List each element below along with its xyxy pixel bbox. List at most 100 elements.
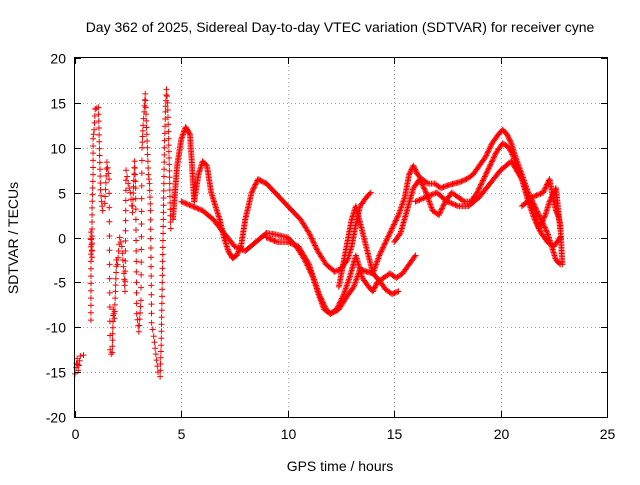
data-point xyxy=(87,258,94,265)
data-point xyxy=(343,282,350,289)
data-point xyxy=(366,190,373,197)
data-point xyxy=(389,225,396,232)
data-point xyxy=(342,285,349,292)
data-point xyxy=(102,186,109,193)
y-tick-label: -15 xyxy=(46,365,66,381)
data-point xyxy=(372,283,379,290)
data-point xyxy=(157,348,164,355)
data-point xyxy=(382,238,389,245)
data-point xyxy=(234,251,241,258)
data-point xyxy=(524,192,531,199)
data-point xyxy=(112,282,119,289)
data-point xyxy=(129,202,136,209)
data-point xyxy=(138,259,145,266)
data-point xyxy=(116,234,123,241)
data-point xyxy=(144,158,151,165)
data-point xyxy=(112,295,119,302)
data-point xyxy=(95,104,102,111)
data-point xyxy=(161,130,168,137)
data-point xyxy=(157,361,164,368)
data-point xyxy=(439,205,446,212)
data-point xyxy=(178,135,185,142)
data-point xyxy=(143,131,150,138)
data-point xyxy=(120,263,127,270)
data-point xyxy=(485,165,492,172)
data-point xyxy=(106,204,113,211)
data-point xyxy=(370,287,377,294)
data-point xyxy=(139,144,146,151)
data-point xyxy=(392,217,399,224)
data-point xyxy=(308,235,315,242)
data-point xyxy=(521,182,528,189)
data-point xyxy=(519,179,526,186)
data-point xyxy=(423,194,430,201)
data-point xyxy=(159,272,166,279)
data-point xyxy=(122,278,129,285)
data-point xyxy=(354,273,361,280)
data-point xyxy=(378,248,385,255)
data-point xyxy=(357,265,364,272)
data-point xyxy=(439,203,446,210)
data-point xyxy=(252,181,259,188)
data-point xyxy=(425,192,432,199)
data-point xyxy=(105,170,112,177)
data-point xyxy=(391,289,398,296)
data-point xyxy=(141,102,148,109)
y-tick-label: 10 xyxy=(50,141,66,157)
data-point xyxy=(112,288,119,295)
data-point xyxy=(385,233,392,240)
ticks-layer: 0 5 10 15 20 25 -20 -15 -10 -5 0 5 10 15 20 xyxy=(46,51,616,443)
data-point xyxy=(554,210,561,217)
data-point xyxy=(96,138,103,145)
data-point xyxy=(179,199,186,206)
data-point xyxy=(488,158,495,165)
data-point xyxy=(89,178,96,185)
data-point xyxy=(342,286,349,293)
data-point xyxy=(412,167,419,174)
data-point xyxy=(90,135,97,142)
data-point xyxy=(164,114,171,121)
data-point xyxy=(96,131,103,138)
data-point xyxy=(429,191,436,198)
data-point xyxy=(371,284,378,291)
data-point xyxy=(129,209,136,216)
data-point xyxy=(447,199,454,206)
data-point xyxy=(122,258,129,265)
data-point xyxy=(528,200,535,207)
data-point xyxy=(520,180,527,187)
data-point xyxy=(103,165,110,172)
data-point xyxy=(358,266,365,273)
data-point xyxy=(159,237,166,244)
data-point xyxy=(318,298,325,305)
data-point xyxy=(421,185,428,192)
data-point xyxy=(311,241,318,248)
data-point xyxy=(109,324,116,331)
data-point xyxy=(406,170,413,177)
data-point xyxy=(310,238,317,245)
data-point xyxy=(160,195,167,202)
data-point xyxy=(439,184,446,191)
data-point xyxy=(504,132,511,139)
data-point xyxy=(397,206,404,213)
data-point xyxy=(145,164,152,171)
data-point xyxy=(167,199,174,206)
data-point xyxy=(142,104,149,111)
data-point xyxy=(419,181,426,188)
data-point xyxy=(159,258,166,265)
data-point xyxy=(74,361,81,368)
data-point xyxy=(197,206,204,213)
data-point xyxy=(540,188,547,195)
data-point xyxy=(147,207,154,214)
data-point xyxy=(160,173,167,180)
x-tick-label: 25 xyxy=(600,426,616,442)
data-point xyxy=(353,276,360,283)
data-point xyxy=(287,240,294,247)
data-point xyxy=(144,151,151,158)
data-point xyxy=(428,204,435,211)
data-point xyxy=(164,107,171,114)
data-point xyxy=(147,216,154,223)
data-point xyxy=(351,282,358,289)
data-point xyxy=(540,189,547,196)
data-point xyxy=(542,225,549,232)
data-point xyxy=(449,200,456,207)
